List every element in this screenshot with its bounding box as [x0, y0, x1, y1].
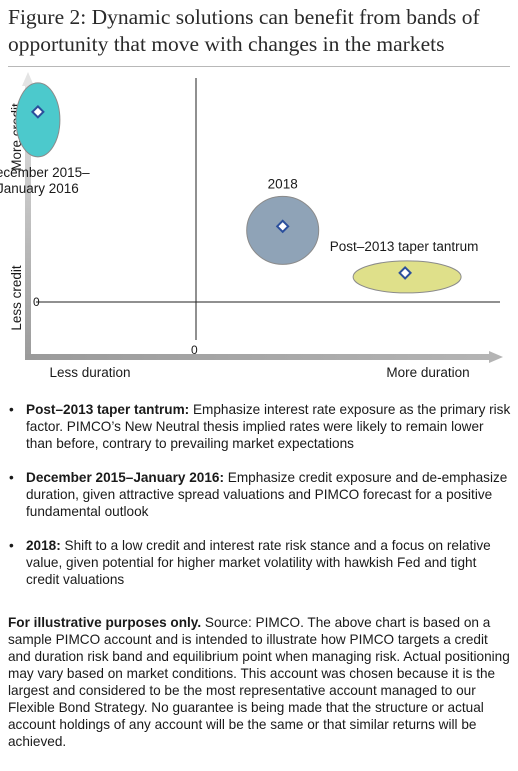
figure-title-text: Dynamic solutions can benefit from bands… [8, 5, 480, 56]
footnote-text: Source: PIMCO. The above chart is based … [8, 615, 510, 749]
figure-title: Figure 2: Dynamic solutions can benefit … [8, 4, 513, 58]
bullet-dot: • [9, 470, 14, 485]
title-divider [8, 66, 510, 67]
x-axis-left-label: Less duration [49, 365, 130, 380]
point-label: 2018 [268, 176, 298, 191]
bullet-dot: • [9, 538, 14, 553]
equilibrium-point-marker [275, 219, 290, 234]
bullet-item: • Post–2013 taper tantrum: Emphasize int… [8, 401, 513, 452]
figure-label: Figure 2: [8, 5, 87, 29]
point-label: Post–2013 taper tantrum [330, 239, 479, 254]
bullet-term: Post–2013 taper tantrum: [26, 402, 190, 417]
bullet-text: Emphasize interest rate exposure as the … [26, 402, 511, 451]
bullet-dot: • [9, 402, 14, 417]
y-axis [25, 84, 31, 360]
bullet-term: 2018: [26, 538, 61, 553]
risk-band-ellipse [15, 82, 61, 158]
bullet-text: Shift to a low credit and interest rate … [26, 538, 491, 587]
bullet-list: • Post–2013 taper tantrum: Emphasize int… [8, 401, 513, 605]
y-axis-arrowhead [22, 72, 34, 86]
x-axis-arrowhead [489, 351, 503, 363]
point-label: January 2016 [0, 181, 79, 196]
x-axis [25, 354, 491, 360]
y-axis-bottom-label: Less credit [9, 265, 24, 331]
bullet-item: • December 2015–January 2016: Emphasize … [8, 469, 513, 520]
point-label: December 2015– [0, 165, 90, 180]
x-zero-label: 0 [191, 343, 198, 357]
bullet-term: December 2015–January 2016: [26, 470, 224, 485]
chart-points: December 2015–January 2016 2018 Post–2013 … [0, 82, 479, 294]
bullet-text: Emphasize credit exposure and de-emphasi… [26, 470, 508, 519]
equilibrium-point-marker [30, 104, 45, 119]
y-zero-label: 0 [33, 295, 40, 309]
footnote-lead: For illustrative purposes only. [8, 615, 202, 630]
equilibrium-point-marker [398, 265, 413, 280]
footnote: For illustrative purposes only. Source: … [8, 614, 513, 750]
x-axis-right-label: More duration [386, 365, 469, 380]
bullet-item: • 2018: Shift to a low credit and intere… [8, 537, 513, 588]
risk-band-chart: More credit Less credit 0 0 Less duratio… [0, 72, 503, 380]
